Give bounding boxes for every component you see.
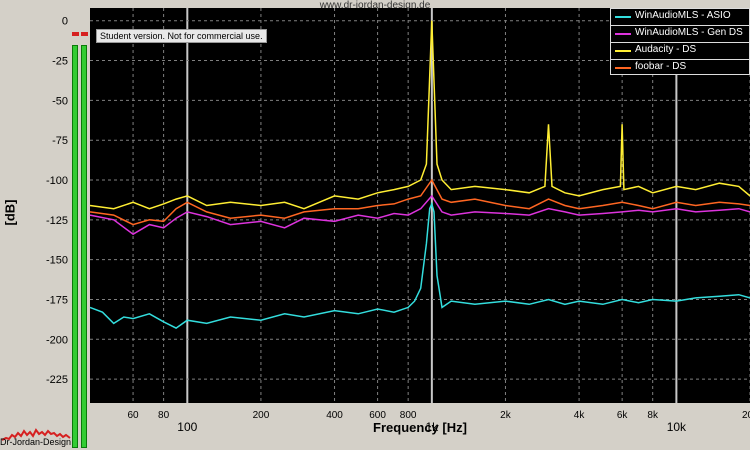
series-line-0 bbox=[89, 201, 750, 329]
legend-label: WinAudioMLS - ASIO bbox=[635, 10, 731, 21]
y-tick-label: 0 bbox=[62, 16, 68, 28]
x-tick-label: 4k bbox=[574, 410, 586, 421]
y-tick-label: -75 bbox=[52, 135, 68, 147]
site-url: www.dr-jordan-design.de bbox=[319, 0, 431, 11]
x-tick-label-major: 100 bbox=[177, 420, 197, 434]
series-line-1 bbox=[89, 194, 750, 236]
y-tick-label: -225 bbox=[46, 374, 68, 386]
x-tick-label: 6k bbox=[617, 410, 629, 421]
series-line-2 bbox=[89, 20, 750, 210]
legend-label: WinAudioMLS - Gen DS bbox=[635, 27, 743, 38]
clip-indicator-right bbox=[81, 32, 88, 36]
legend-label: foobar - DS bbox=[635, 61, 687, 72]
x-tick-label: 2k bbox=[500, 410, 512, 421]
y-tick-label: -50 bbox=[52, 95, 68, 107]
y-tick-label: -25 bbox=[52, 56, 68, 68]
legend: WinAudioMLS - ASIO WinAudioMLS - Gen DS … bbox=[610, 8, 750, 75]
watermark-label: Student version. Not for commercial use. bbox=[96, 29, 267, 43]
level-meters bbox=[70, 30, 90, 448]
legend-item-gen-ds: WinAudioMLS - Gen DS bbox=[611, 26, 749, 43]
x-axis-label: Frequency [Hz] bbox=[373, 420, 467, 435]
legend-label: Audacity - DS bbox=[635, 44, 697, 55]
legend-item-asio: WinAudioMLS - ASIO bbox=[611, 9, 749, 26]
x-tick-label: 60 bbox=[127, 410, 139, 421]
logo-spectrum-icon bbox=[1, 428, 71, 441]
y-tick-label: -125 bbox=[46, 215, 68, 227]
x-tick-label: 80 bbox=[158, 410, 170, 421]
y-tick-label: -175 bbox=[46, 294, 68, 306]
legend-swatch-gen-ds bbox=[615, 33, 631, 35]
level-meter-right bbox=[81, 45, 87, 448]
x-tick-label: 600 bbox=[369, 410, 386, 421]
legend-item-foobar: foobar - DS bbox=[611, 60, 749, 76]
legend-swatch-audacity bbox=[615, 50, 631, 52]
x-tick-label-major: 1k bbox=[426, 420, 440, 434]
series-line-3 bbox=[89, 178, 750, 226]
y-tick-label: -100 bbox=[46, 175, 68, 187]
legend-item-audacity: Audacity - DS bbox=[611, 43, 749, 60]
clip-indicator-left bbox=[72, 32, 79, 36]
legend-swatch-asio bbox=[615, 16, 631, 18]
x-tick-label-major: 10k bbox=[667, 420, 687, 434]
x-tick-label: 20k bbox=[742, 410, 750, 421]
logo-text: Dr-Jordan-Design bbox=[0, 437, 72, 447]
x-tick-label: 8k bbox=[647, 410, 659, 421]
level-meter-left bbox=[72, 45, 78, 448]
x-tick-label: 400 bbox=[326, 410, 343, 421]
x-tick-label: 200 bbox=[253, 410, 270, 421]
y-axis-label: [dB] bbox=[2, 199, 18, 226]
y-tick-label: -200 bbox=[46, 334, 68, 346]
y-tick-label: -150 bbox=[46, 255, 68, 267]
legend-swatch-foobar bbox=[615, 67, 631, 69]
x-tick-label: 800 bbox=[400, 410, 417, 421]
